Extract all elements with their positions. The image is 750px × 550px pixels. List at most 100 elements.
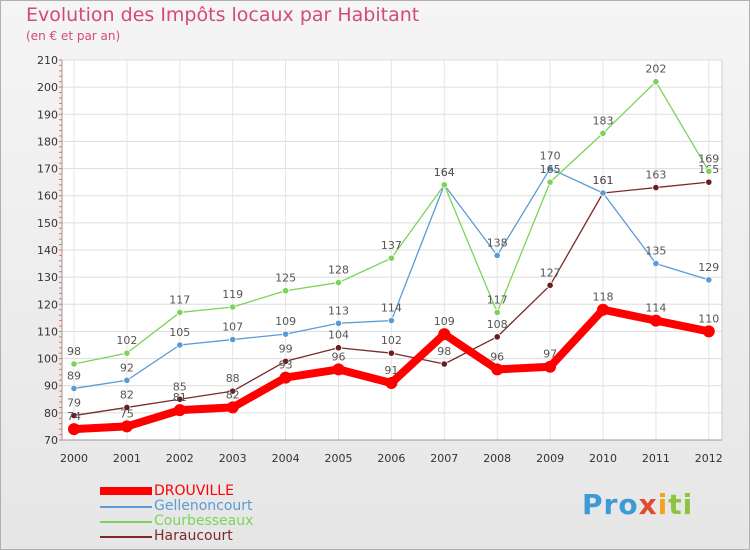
data-point-gellenoncourt: [334, 319, 343, 327]
data-label-drouville: 96: [332, 350, 346, 363]
data-point-gellenoncourt: [281, 330, 290, 338]
data-point-gellenoncourt: [705, 276, 713, 284]
x-tick-label: 2008: [483, 452, 511, 465]
data-label-gellenoncourt: 138: [487, 236, 508, 249]
chart-subtitle: (en € et par an): [26, 29, 121, 43]
y-tick-label: 120: [37, 298, 58, 311]
logo-part-2: x: [638, 488, 658, 521]
data-label-courbesseaux: 102: [116, 334, 137, 347]
data-label-haraucourt: 82: [120, 388, 134, 401]
legend-swatch-courbesseaux: [100, 521, 152, 523]
data-point-haraucourt: [705, 178, 713, 186]
data-label-courbesseaux: 164: [434, 166, 455, 179]
data-label-gellenoncourt: 109: [275, 315, 296, 328]
data-point-drouville: [597, 303, 609, 316]
x-tick-label: 2003: [219, 452, 247, 465]
data-point-drouville: [385, 377, 398, 389]
data-point-drouville: [68, 423, 80, 436]
data-point-drouville: [120, 420, 133, 433]
data-point-haraucourt: [387, 349, 395, 357]
y-tick-label: 90: [44, 380, 58, 393]
data-label-drouville: 75: [120, 407, 134, 420]
data-label-gellenoncourt: 164: [434, 166, 455, 179]
data-label-drouville: 82: [226, 388, 240, 401]
y-tick-label: 100: [37, 353, 58, 366]
logo-part-4: ti: [668, 488, 694, 521]
data-label-drouville: 81: [173, 391, 187, 404]
data-label-gellenoncourt: 135: [645, 245, 666, 258]
legend-label-haraucourt: Haraucourt: [154, 528, 233, 544]
data-point-haraucourt: [123, 403, 131, 412]
data-point-courbesseaux: [229, 303, 237, 311]
data-point-courbesseaux: [334, 278, 343, 287]
data-label-gellenoncourt: 170: [540, 150, 561, 163]
legend-swatch-gellenoncourt: [100, 506, 152, 508]
data-point-haraucourt: [281, 357, 290, 365]
y-tick-label: 110: [37, 325, 58, 338]
data-point-gellenoncourt: [176, 341, 184, 349]
y-tick-label: 70: [44, 434, 58, 447]
data-label-gellenoncourt: 161: [593, 174, 614, 187]
y-tick-label: 180: [37, 135, 58, 148]
x-tick-label: 2006: [377, 452, 405, 465]
data-label-drouville: 97: [543, 348, 557, 361]
data-point-gellenoncourt: [229, 335, 237, 344]
data-label-courbesseaux: 125: [275, 272, 296, 285]
y-tick-label: 140: [37, 244, 58, 257]
data-point-courbesseaux: [493, 308, 501, 317]
data-point-drouville: [544, 360, 557, 373]
data-label-drouville: 110: [698, 312, 719, 325]
data-point-courbesseaux: [176, 308, 184, 317]
y-tick-label: 80: [44, 407, 58, 420]
data-label-courbesseaux: 128: [328, 264, 349, 277]
data-point-courbesseaux: [599, 129, 607, 137]
data-point-drouville: [226, 401, 239, 414]
legend-swatch-haraucourt: [100, 536, 152, 538]
data-label-haraucourt: 161: [593, 174, 614, 187]
data-label-haraucourt: 102: [381, 334, 402, 347]
logo-part-1: Pro: [582, 488, 639, 521]
data-point-gellenoncourt: [546, 164, 554, 173]
y-tick-label: 160: [37, 190, 58, 203]
data-label-courbesseaux: 165: [540, 163, 561, 176]
y-tick-label: 190: [37, 108, 58, 121]
proxiti-logo: Proxiti: [582, 488, 693, 521]
data-point-drouville: [438, 328, 451, 341]
data-point-courbesseaux: [546, 178, 554, 186]
data-label-courbesseaux: 183: [593, 114, 614, 127]
legend-swatch-drouville: [100, 487, 152, 495]
data-point-haraucourt: [652, 183, 660, 192]
data-label-drouville: 93: [279, 359, 293, 372]
data-label-courbesseaux: 117: [169, 293, 190, 306]
data-label-drouville: 96: [490, 350, 504, 363]
data-label-drouville: 114: [645, 302, 666, 315]
data-point-gellenoncourt: [387, 316, 395, 325]
data-label-courbesseaux: 98: [67, 345, 81, 358]
data-label-haraucourt: 88: [226, 372, 240, 385]
data-point-drouville: [279, 371, 292, 384]
data-label-gellenoncourt: 114: [381, 302, 402, 315]
data-point-haraucourt: [493, 333, 501, 341]
data-label-gellenoncourt: 92: [120, 361, 134, 374]
legend-label-courbesseaux: Courbesseaux: [154, 513, 254, 529]
data-label-gellenoncourt: 105: [169, 326, 190, 339]
data-label-haraucourt: 98: [437, 345, 451, 358]
data-point-haraucourt: [334, 344, 343, 352]
x-tick-label: 2012: [695, 452, 723, 465]
data-point-drouville: [173, 404, 186, 417]
x-tick-label: 2004: [272, 452, 300, 465]
y-tick-label: 200: [37, 81, 58, 94]
data-label-haraucourt: 104: [328, 329, 349, 342]
x-tick-label: 2011: [642, 452, 670, 465]
data-point-drouville: [491, 363, 504, 376]
data-label-haraucourt: 127: [540, 266, 561, 279]
chart-title: Evolution des Impôts locaux par Habitant: [26, 4, 420, 26]
data-label-haraucourt: 79: [67, 397, 81, 410]
data-point-courbesseaux: [652, 78, 660, 86]
data-label-haraucourt: 85: [173, 380, 187, 393]
data-point-haraucourt: [229, 387, 237, 395]
data-label-haraucourt: 163: [645, 169, 666, 182]
x-tick-label: 2005: [325, 452, 353, 465]
data-label-gellenoncourt: 107: [222, 321, 243, 334]
